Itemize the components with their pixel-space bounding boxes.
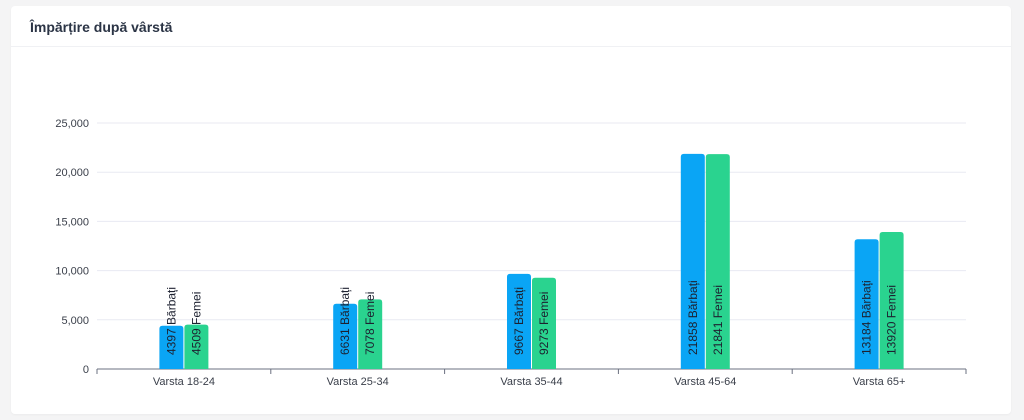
bar-femei	[705, 154, 730, 369]
data-label: 13184 Bărbați	[860, 280, 874, 355]
y-tick-label: 10,000	[55, 266, 89, 278]
card-header: Împărțire după vârstă	[11, 6, 1011, 47]
bar-bărbați	[680, 153, 705, 369]
x-tick-label: Varsta 25-34	[327, 376, 389, 388]
bar-bărbați	[159, 325, 184, 369]
data-label: 4397 Bărbați	[164, 287, 178, 355]
y-tick-label: 25,000	[55, 118, 89, 130]
x-tick-label: Varsta 45-64	[674, 376, 736, 388]
data-label: 21841 Femei	[711, 285, 725, 355]
y-tick-label: 15,000	[55, 216, 89, 228]
y-tick-label: 20,000	[55, 167, 89, 179]
data-label: 4509 Femei	[189, 292, 203, 355]
bar-bărbați	[854, 239, 879, 369]
x-tick-label: Varsta 18-24	[153, 376, 215, 388]
data-label: 13920 Femei	[885, 285, 899, 355]
card-title: Împărțire după vârstă	[30, 19, 173, 35]
bar-femei	[358, 299, 383, 369]
bar-bărbați	[333, 303, 358, 369]
data-label: 9273 Femei	[537, 292, 551, 355]
data-label: 9667 Bărbați	[512, 287, 526, 355]
data-label: 6631 Bărbați	[338, 287, 352, 355]
bar-femei	[879, 232, 904, 369]
data-label: 21858 Bărbați	[686, 280, 700, 355]
bar-bărbați	[507, 273, 531, 369]
bar-femei	[532, 277, 556, 369]
y-tick-label: 5,000	[61, 315, 89, 327]
data-label: 7078 Femei	[363, 292, 377, 355]
x-tick-label: Varsta 35-44	[500, 376, 562, 388]
x-tick-label: Varsta 65+	[853, 376, 906, 388]
bar-femei	[184, 324, 209, 369]
y-tick-label: 0	[83, 364, 89, 376]
